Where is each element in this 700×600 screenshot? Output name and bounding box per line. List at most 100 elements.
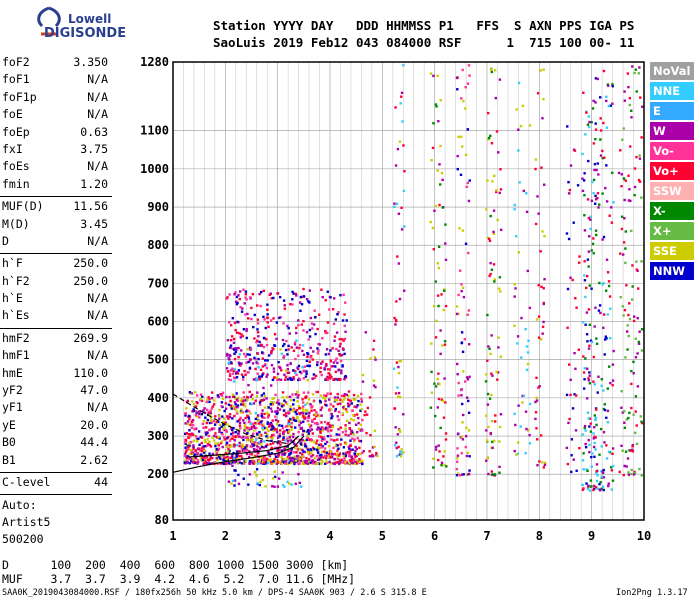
echo-point: [468, 455, 471, 458]
echo-point: [231, 417, 234, 420]
echo-point: [270, 426, 274, 430]
echo-point: [491, 473, 494, 476]
echo-point: [320, 421, 323, 424]
echo-point: [313, 417, 316, 421]
echo-point: [317, 426, 320, 430]
echo-point: [324, 329, 327, 333]
echo-point: [369, 434, 372, 437]
echo-point: [272, 460, 275, 463]
echo-point: [272, 433, 275, 437]
echo-point: [186, 415, 190, 419]
echo-point: [235, 302, 239, 306]
echo-point: [429, 220, 432, 224]
echo-point: [326, 434, 330, 438]
echo-point: [593, 202, 597, 205]
echo-point: [268, 453, 272, 457]
echo-point: [210, 428, 214, 431]
echo-point: [210, 396, 214, 400]
param-name: hmF2: [2, 330, 30, 345]
echo-point: [297, 319, 300, 322]
echo-point: [188, 416, 191, 420]
echo-point: [270, 410, 274, 413]
echo-point: [542, 286, 545, 290]
echo-point: [238, 418, 242, 421]
file-info: SAA0K_2019043084000.RSF / 180fx256h 50 k…: [2, 588, 427, 598]
echo-point: [343, 313, 346, 316]
echo-point: [330, 365, 334, 368]
echo-point: [185, 456, 189, 460]
echo-point: [252, 459, 256, 462]
echo-point: [601, 470, 604, 474]
echo-point: [490, 372, 493, 375]
echo-point: [228, 353, 231, 357]
echo-point: [337, 433, 341, 436]
echo-point: [606, 271, 610, 274]
echo-point: [461, 421, 464, 424]
echo-point: [460, 451, 464, 455]
echo-point: [629, 145, 632, 148]
echo-point: [291, 440, 294, 444]
echo-point: [525, 192, 528, 195]
echo-point: [238, 444, 241, 448]
echo-point: [355, 405, 358, 409]
echo-point: [272, 376, 276, 380]
echo-point: [273, 428, 277, 431]
echo-point: [329, 296, 332, 299]
echo-point: [306, 355, 309, 358]
y-tick-label: 500: [147, 353, 169, 367]
echo-point: [349, 461, 353, 465]
echo-point: [280, 404, 284, 408]
echo-point: [277, 453, 280, 457]
echo-point: [284, 348, 288, 352]
echo-point: [195, 437, 199, 441]
echo-point: [591, 107, 595, 110]
echo-point: [289, 434, 292, 437]
echo-point: [288, 457, 291, 460]
echo-point: [573, 351, 576, 355]
echo-point: [608, 451, 612, 454]
legend-item-nnw: NNW: [650, 262, 694, 280]
echo-point: [257, 414, 260, 417]
echo-point: [611, 379, 615, 382]
echo-point: [192, 446, 195, 449]
echo-point: [256, 442, 259, 445]
echo-point: [456, 167, 459, 171]
echo-point: [302, 417, 306, 420]
echo-point: [275, 412, 278, 415]
param-row: foE N/A: [0, 107, 112, 124]
echo-point: [224, 428, 228, 432]
echo-point: [270, 434, 274, 437]
echo-point: [272, 370, 276, 373]
echo-point: [236, 450, 239, 453]
echo-point: [444, 438, 448, 441]
echo-point: [361, 380, 365, 383]
echo-point: [429, 72, 433, 75]
echo-point: [485, 429, 488, 432]
echo-point: [587, 265, 590, 268]
echo-point: [225, 462, 228, 466]
echo-point: [276, 420, 280, 423]
echo-point: [326, 378, 329, 382]
echo-point: [234, 347, 238, 350]
echo-point: [285, 437, 289, 440]
echo-point: [208, 421, 212, 425]
echo-point: [230, 369, 234, 372]
echo-point: [297, 378, 300, 382]
y-tick-label: 700: [147, 276, 169, 290]
echo-point: [624, 356, 627, 359]
echo-point: [230, 407, 233, 410]
echo-point: [259, 399, 263, 402]
echo-point: [371, 446, 375, 449]
echo-point: [287, 423, 291, 427]
echo-point: [226, 338, 230, 342]
echo-point: [232, 337, 236, 341]
echo-point: [494, 420, 497, 423]
echo-point: [237, 430, 240, 433]
echo-point: [339, 426, 342, 429]
echo-point: [436, 406, 439, 409]
echo-point: [326, 290, 329, 293]
echo-point: [601, 471, 605, 475]
echo-point: [249, 347, 253, 350]
param-name: foF1: [2, 72, 30, 87]
echo-point: [291, 408, 295, 412]
